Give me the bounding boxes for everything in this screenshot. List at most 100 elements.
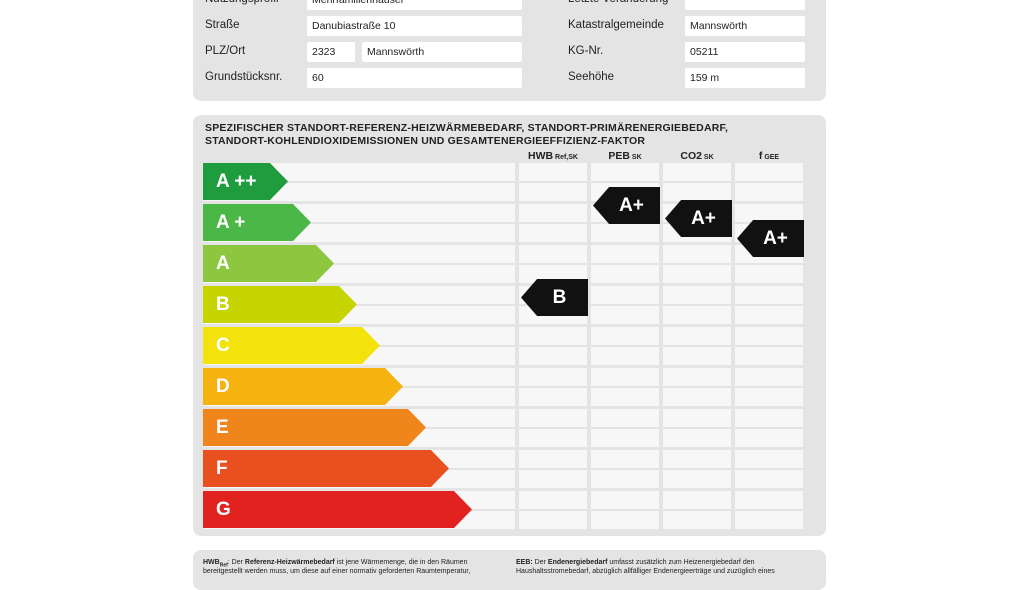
class-arrow: E bbox=[203, 409, 426, 446]
field-label: Nutzungsprofil bbox=[205, 0, 279, 5]
grid-cell bbox=[735, 409, 803, 427]
column-name: CO2 bbox=[680, 150, 702, 162]
grid-cell bbox=[735, 183, 803, 201]
grid-cell bbox=[519, 450, 587, 468]
class-arrow: A bbox=[203, 245, 334, 282]
grid-cell bbox=[519, 265, 587, 283]
field-label: Seehöhe bbox=[568, 71, 615, 83]
grid-cell bbox=[735, 511, 803, 529]
grid-cell bbox=[519, 224, 587, 242]
note-text: : Der bbox=[227, 559, 245, 566]
column-sub: GEE bbox=[762, 154, 780, 161]
field-value: Danubiastraße 10 bbox=[307, 16, 522, 36]
column-header: CO2 SK bbox=[663, 150, 731, 162]
grid-cell bbox=[591, 265, 659, 283]
grid-cell bbox=[591, 491, 659, 509]
page: Nutzungsprofil Mehrfamilienhäuser Straße Da… bbox=[193, 0, 826, 590]
note-text: Der bbox=[532, 559, 548, 566]
column-header: PEB SK bbox=[591, 150, 659, 162]
grid-cell bbox=[663, 511, 731, 529]
grid-cell bbox=[663, 286, 731, 304]
grid-cell bbox=[735, 306, 803, 324]
class-arrow: B bbox=[203, 286, 357, 323]
grid-cell bbox=[663, 388, 731, 406]
note-line: HWBRef: Der Referenz-Heizwärmebedarf ist… bbox=[203, 558, 467, 570]
class-arrow: C bbox=[203, 327, 380, 364]
column-sub: Ref,SK bbox=[553, 154, 578, 161]
grid-cell bbox=[519, 388, 587, 406]
grid-cell bbox=[735, 265, 803, 283]
rating-title: STANDORT-KOHLENDIOXIDEMISSIONEN UND GESA… bbox=[205, 135, 646, 147]
field-label: Katastralgemeinde bbox=[568, 19, 664, 31]
class-arrow: A ++ bbox=[203, 163, 288, 200]
grid-cell bbox=[735, 368, 803, 386]
grid-cell bbox=[591, 409, 659, 427]
grid-cell bbox=[735, 470, 803, 488]
note-line: Haushaltsstromebedarf, abzüglich allfäll… bbox=[516, 567, 775, 576]
rating-title: SPEZIFISCHER STANDORT-REFERENZ-HEIZWÄRME… bbox=[205, 122, 729, 134]
grid-cell bbox=[519, 368, 587, 386]
grid-cell bbox=[663, 183, 731, 201]
grid-cell bbox=[591, 368, 659, 386]
grid-cell bbox=[663, 306, 731, 324]
note-text: Haushaltsstromebedarf, abzüglich allfäll… bbox=[516, 568, 775, 575]
rating-marker: B bbox=[521, 279, 588, 316]
note-text: umfasst zusätzlich zum Heizenergiebedarf… bbox=[607, 559, 755, 566]
grid-cell bbox=[591, 163, 659, 181]
grid-cell bbox=[735, 204, 803, 222]
field-value: 60 bbox=[307, 68, 522, 88]
field-value: Mehrfamilienhäuser bbox=[307, 0, 522, 10]
note-text: Endenergiebedarf bbox=[547, 559, 608, 566]
note-text: HWB bbox=[203, 559, 220, 566]
field-label: Straße bbox=[205, 19, 240, 31]
column-name: HWB bbox=[528, 150, 554, 162]
column-sub: SK bbox=[701, 154, 714, 161]
grid-cell bbox=[735, 286, 803, 304]
grid-cell bbox=[591, 511, 659, 529]
grid-cell bbox=[591, 224, 659, 242]
class-arrow: A + bbox=[203, 204, 311, 241]
field-label: KG-Nr. bbox=[568, 45, 604, 57]
column-sub: SK bbox=[629, 154, 642, 161]
grid-cell bbox=[519, 347, 587, 365]
grid-cell bbox=[663, 491, 731, 509]
note-text: bereitgestellt werden muss, um diese auf… bbox=[203, 568, 471, 575]
grid-cell bbox=[519, 409, 587, 427]
field-value: 05211 bbox=[685, 42, 805, 62]
grid-cell bbox=[519, 470, 587, 488]
grid-cell bbox=[663, 450, 731, 468]
grid-cell bbox=[735, 429, 803, 447]
grid-cell bbox=[519, 204, 587, 222]
note-line: EEB: Der Endenergiebedarf umfasst zusätz… bbox=[516, 558, 755, 567]
grid-cell bbox=[735, 163, 803, 181]
class-arrow: D bbox=[203, 368, 403, 405]
rating-marker: A+ bbox=[593, 187, 660, 224]
grid-cell bbox=[663, 429, 731, 447]
grid-cell bbox=[735, 347, 803, 365]
grid-cell bbox=[663, 470, 731, 488]
field-value: Mannswörth bbox=[362, 42, 522, 62]
note-text: Ref bbox=[219, 562, 228, 569]
note-line: bereitgestellt werden muss, um diese auf… bbox=[203, 567, 470, 576]
field-label: Grundstücksnr. bbox=[205, 71, 283, 83]
rating-marker: A+ bbox=[737, 220, 804, 257]
grid-cell bbox=[663, 368, 731, 386]
grid-cell bbox=[519, 511, 587, 529]
field-label: PLZ/Ort bbox=[205, 45, 246, 57]
column-name: f bbox=[758, 150, 763, 162]
rating-marker: A+ bbox=[665, 200, 732, 237]
field-value: Mannswörth bbox=[685, 16, 805, 36]
grid-cell bbox=[591, 286, 659, 304]
field-value bbox=[685, 0, 805, 10]
note-text: Referenz-Heizwärmebedarf bbox=[244, 559, 335, 566]
field-label: Letzte Veränderung bbox=[568, 0, 668, 5]
grid-cell bbox=[591, 388, 659, 406]
grid-cell bbox=[591, 450, 659, 468]
grid-cell bbox=[519, 183, 587, 201]
grid-cell bbox=[735, 327, 803, 345]
grid-cell bbox=[591, 470, 659, 488]
grid-cell bbox=[735, 491, 803, 509]
grid-cell bbox=[591, 245, 659, 263]
grid-cell bbox=[519, 245, 587, 263]
class-arrow: G bbox=[203, 491, 472, 528]
